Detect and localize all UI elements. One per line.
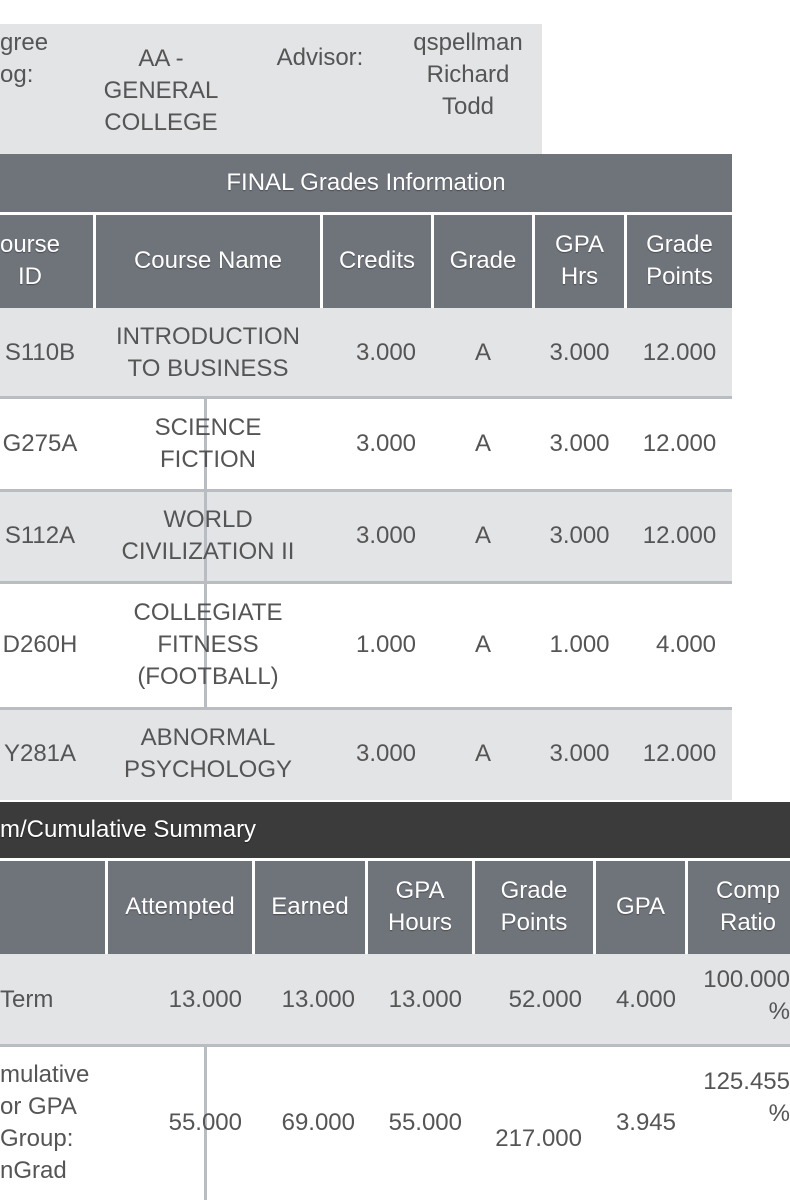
col-comp-ratio[interactable]: Comp Ratio: [715, 877, 781, 936]
earned-value: 69.000: [281, 1109, 355, 1136]
gpa-hours-value: 55.000: [388, 1109, 462, 1136]
comp-ratio-value: 100.000 %: [703, 966, 790, 1025]
course-name[interactable]: WORLD CIVILIZATION II: [121, 506, 295, 565]
table-row: [0, 308, 732, 398]
attempted-value: 13.000: [168, 986, 242, 1013]
gpa-hrs-value: 1.000: [549, 631, 610, 658]
term-label: Term: [0, 986, 54, 1013]
grade-points-value: 12.000: [642, 339, 717, 366]
grade-value: A: [474, 522, 491, 549]
attempted-value: 55.000: [168, 1109, 242, 1136]
course-name[interactable]: SCIENCE FICTION: [154, 414, 262, 473]
course-id: D260H: [2, 631, 78, 658]
credits-value: 3.000: [355, 740, 417, 767]
student-info-panel: [0, 24, 542, 154]
table-row: [0, 398, 732, 490]
advisor-label: Advisor:: [276, 44, 364, 71]
grade-points-value: 12.000: [642, 522, 717, 549]
col-course-id[interactable]: ourse ID: [0, 231, 61, 290]
cumulative-label: mulative or GPA Group: nGrad: [0, 1061, 90, 1184]
course-name[interactable]: ABNORMAL PSYCHOLOGY: [123, 724, 293, 783]
course-name[interactable]: INTRODUCTION TO BUSINESS: [116, 323, 300, 382]
col-gpa-hrs[interactable]: GPA Hrs: [555, 231, 604, 290]
credits-value: 3.000: [355, 522, 417, 549]
col-earned[interactable]: Earned: [271, 893, 349, 920]
grades-title: FINAL Grades Information: [0, 154, 732, 212]
comp-ratio-value: 125.455 %: [703, 1068, 790, 1127]
gpa-hours-value: 13.000: [388, 986, 462, 1013]
course-name[interactable]: COLLEGIATE FITNESS (FOOTBALL): [133, 599, 283, 690]
col-summary-grade-points[interactable]: Grade Points: [500, 877, 568, 936]
gpa-hrs-value: 3.000: [549, 740, 610, 767]
grade-points-value: 4.000: [655, 631, 717, 658]
grades-header-row: [0, 212, 732, 308]
col-grade[interactable]: Grade: [449, 247, 517, 274]
credits-value: 3.000: [355, 339, 417, 366]
degree-value: AA - GENERAL COLLEGE: [103, 45, 219, 136]
gpa-hrs-value: 3.000: [549, 522, 610, 549]
course-id: S110B: [4, 339, 76, 366]
gpa-hrs-value: 3.000: [549, 430, 610, 457]
table-row: [0, 1046, 790, 1200]
credits-value: 3.000: [355, 430, 417, 457]
credits-value: 1.000: [355, 631, 417, 658]
col-attempted[interactable]: Attempted: [125, 893, 235, 920]
summary-header-row: [0, 858, 790, 954]
table-row: [0, 708, 732, 800]
table-row: [0, 582, 732, 708]
grade-points-value: 217.000: [495, 1125, 582, 1152]
table-row: [0, 954, 790, 1046]
grade-points-value: 52.000: [508, 986, 582, 1013]
gpa-value: 4.000: [615, 986, 676, 1013]
col-credits[interactable]: Credits: [338, 247, 416, 274]
col-gpa[interactable]: GPA: [616, 893, 665, 920]
grade-points-value: 12.000: [642, 740, 717, 767]
summary-title: m/Cumulative Summary: [0, 802, 790, 858]
earned-value: 13.000: [281, 986, 355, 1013]
advisor-value: qspellman Richard Todd: [413, 29, 523, 120]
gpa-value: 3.945: [615, 1109, 676, 1136]
degree-label: gree og:: [0, 29, 49, 88]
course-id: S112A: [4, 522, 76, 549]
col-gpa-hours[interactable]: GPA Hours: [387, 877, 453, 936]
course-id: G275A: [2, 430, 78, 457]
table-row: [0, 490, 732, 582]
course-id: Y281A: [3, 740, 77, 767]
grade-value: A: [474, 339, 491, 366]
col-grade-points[interactable]: Grade Points: [646, 231, 713, 290]
gpa-hrs-value: 3.000: [549, 339, 610, 366]
grade-value: A: [474, 740, 491, 767]
col-course-name[interactable]: Course Name: [133, 247, 283, 274]
grade-value: A: [474, 430, 491, 457]
grade-value: A: [474, 631, 491, 658]
grade-points-value: 12.000: [642, 430, 717, 457]
